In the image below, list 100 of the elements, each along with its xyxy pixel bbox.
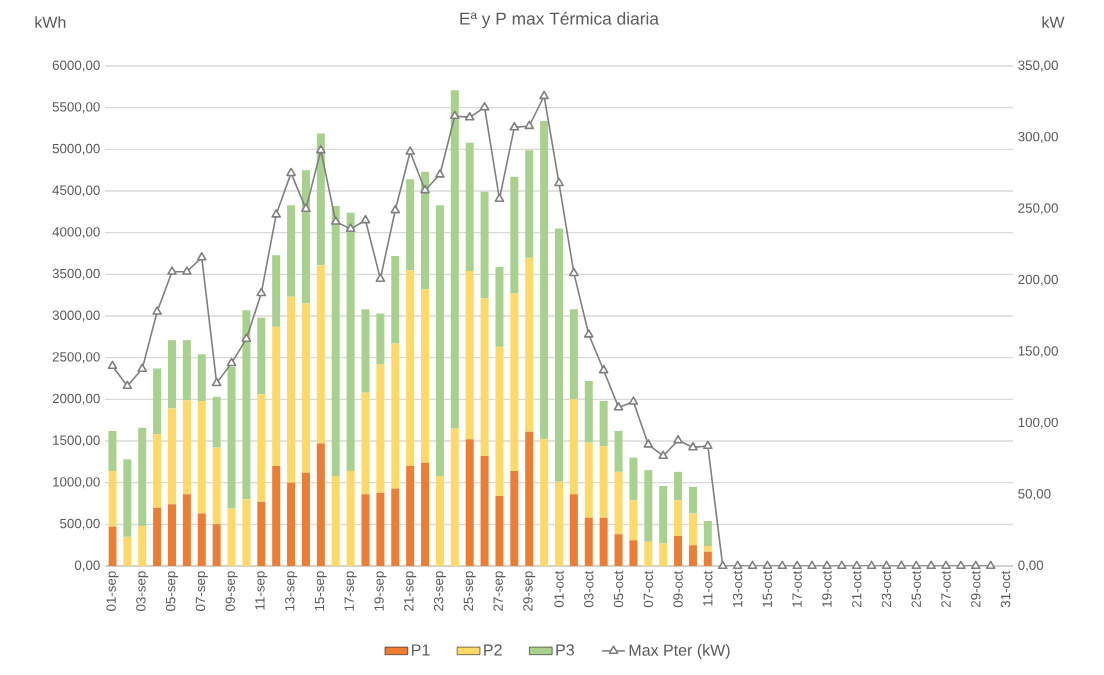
bar [465,439,474,566]
bar [480,455,489,566]
x-tick-label: 17-oct [792,570,802,607]
bar [659,485,668,544]
y-tick-label: 5500,00 [52,102,100,114]
y-tick-label: 2000,00 [52,393,100,405]
bar [242,499,251,566]
point [613,401,624,411]
point [509,121,520,131]
point [301,203,311,212]
point [777,560,788,570]
point [851,560,862,570]
bar [555,481,563,566]
x-tick-label: 01-sep [106,571,119,611]
x-tick-label: 09-oct [673,570,683,608]
y2-tick-label: 200,00 [1018,274,1058,286]
bar [435,205,444,476]
bar [257,317,266,395]
bar [257,501,266,566]
point [717,560,728,570]
bar [287,296,296,483]
x-tick-label: 23-sep [433,571,446,611]
point [866,560,877,570]
bar [153,368,162,435]
bar [435,475,444,566]
point [643,439,654,448]
bar [287,205,296,297]
point [569,267,579,277]
bar [361,309,370,393]
bar [376,364,385,493]
bar [123,536,132,566]
y-tick-label: 0,00 [74,560,100,572]
bar [629,540,638,566]
bar [227,508,236,566]
bar [540,120,549,440]
point [762,560,773,570]
point [286,167,296,177]
point [360,214,371,224]
bar [688,513,697,546]
point [688,441,698,451]
bar [614,534,623,566]
point [911,560,922,570]
bar [197,354,206,401]
bar [301,472,310,566]
bar [197,513,206,566]
point [107,360,118,370]
point [316,144,326,154]
point [226,357,237,367]
x-tick-label: 31-oct [1000,570,1011,608]
point [985,560,996,570]
bar [153,434,162,508]
point [196,251,207,261]
point [435,169,445,178]
point [167,266,177,275]
legend-label: P1 [412,644,430,656]
bar [674,500,683,536]
y-tick-label: 4000,00 [52,227,100,239]
legend-label: P2 [484,644,502,656]
bar [510,470,519,566]
bar [406,270,415,466]
bar [659,543,668,566]
bar [421,289,430,463]
point [747,560,758,570]
x-tick-label: 09-sep [225,571,238,611]
y-tick-label: 2500,00 [52,352,100,364]
bar [555,228,563,482]
point [375,273,386,282]
bar [316,133,325,266]
bar [495,495,504,566]
x-tick-label: 23-oct [881,570,892,608]
x-tick-label: 15-oct [762,570,773,607]
point [390,204,401,214]
bar [242,310,251,500]
bar [257,394,266,502]
x-tick-label: 29-oct [971,570,981,608]
point [330,216,341,225]
bar [167,504,176,566]
bar [391,488,400,566]
x-tick-label: 25-sep [463,571,476,611]
point [554,177,564,187]
x-tick-label: 07-sep [195,571,208,611]
x-tick-label: 13-oct [732,570,743,607]
point [836,560,847,570]
x-tick-label: 19-oct [822,570,832,607]
bar [287,482,296,566]
chart-title: Eª y P max Térmica diaria [460,11,659,29]
bar [391,343,400,489]
bar [465,270,474,440]
bar [629,457,638,501]
bar [361,494,370,566]
bar [167,408,176,505]
bar [688,486,697,514]
bar [212,447,221,525]
bar [361,392,370,495]
y-tick-label: 1500,00 [53,435,100,447]
point [956,560,966,570]
x-tick-label: 05-oct [613,570,624,608]
bar [450,428,459,566]
bar [480,298,489,456]
bar [644,470,653,542]
